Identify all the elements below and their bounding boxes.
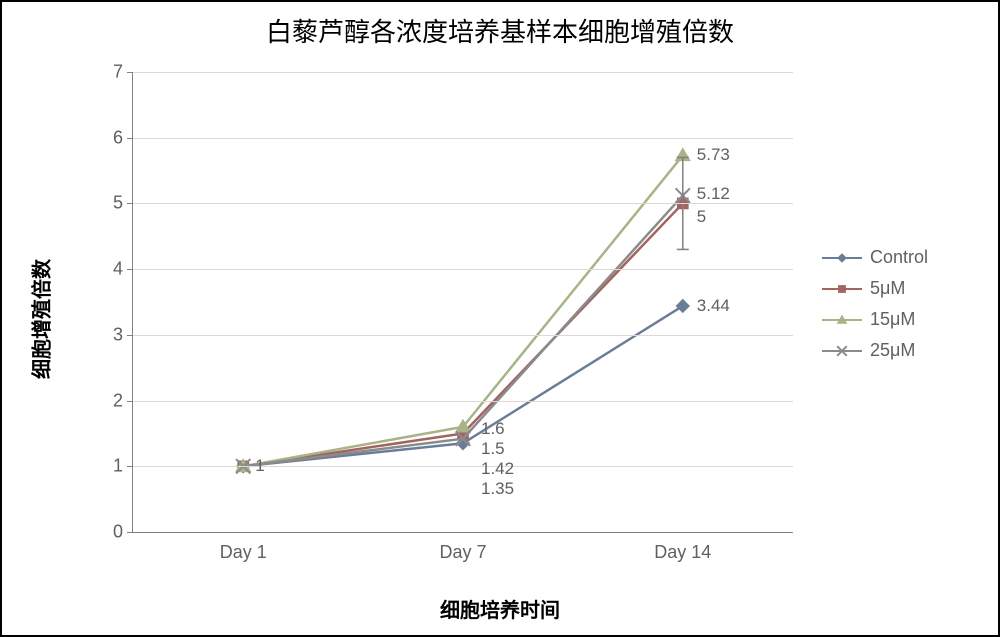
legend-swatch	[822, 350, 862, 352]
y-tick-label: 4	[113, 259, 123, 280]
data-label: 1.35	[481, 479, 514, 499]
square-marker	[457, 428, 469, 440]
y-tick-mark	[127, 532, 133, 533]
y-axis-title: 细胞增殖倍数	[26, 259, 55, 379]
x-tick-label: Day 7	[439, 542, 486, 563]
legend: Control 5μM 15μM 25μM	[822, 237, 982, 371]
series-line	[243, 306, 683, 466]
legend-label: 25μM	[870, 340, 915, 361]
square-marker	[838, 285, 846, 293]
x-axis-title: 细胞培养时间	[440, 594, 560, 623]
gridline	[133, 335, 793, 336]
gridline	[133, 466, 793, 467]
gridline	[133, 401, 793, 402]
y-tick-mark	[127, 203, 133, 204]
data-label: 1.6	[481, 419, 505, 439]
data-label: 5	[697, 207, 706, 227]
data-label: 3.44	[697, 296, 730, 316]
y-tick-label: 6	[113, 127, 123, 148]
diamond-marker	[676, 299, 690, 313]
plot-area: 01234567Day 1Day 7Day 1411.61.51.421.355…	[132, 72, 793, 533]
legend-swatch	[822, 257, 862, 259]
series-line	[243, 196, 683, 467]
data-label: 1	[255, 456, 264, 476]
legend-label: 15μM	[870, 309, 915, 330]
y-tick-label: 5	[113, 193, 123, 214]
y-tick-label: 1	[113, 456, 123, 477]
chart-container: 白藜芦醇各浓度培养基样本细胞增殖倍数 细胞增殖倍数 细胞培养时间 0 1 2 3 4 5 6…	[0, 0, 1000, 637]
legend-label: 5μM	[870, 278, 905, 299]
data-label: 5.73	[697, 145, 730, 165]
triangle-marker	[837, 314, 848, 323]
y-tick-mark	[127, 335, 133, 336]
gridline	[133, 269, 793, 270]
chart-title: 白藜芦醇各浓度培养基样本细胞增殖倍数	[2, 12, 998, 49]
series-line	[243, 155, 683, 466]
legend-item: Control	[822, 247, 982, 268]
triangle-marker	[455, 419, 471, 433]
chart-svg	[133, 72, 793, 532]
gridline	[133, 72, 793, 73]
y-tick-mark	[127, 138, 133, 139]
legend-item: 15μM	[822, 309, 982, 330]
triangle-marker	[675, 147, 691, 161]
x-marker	[676, 188, 690, 202]
legend-item: 5μM	[822, 278, 982, 299]
gridline	[133, 203, 793, 204]
data-label: 1.5	[481, 439, 505, 459]
x-marker	[837, 346, 847, 356]
triangle-marker	[235, 458, 251, 472]
data-label: 1.42	[481, 459, 514, 479]
y-tick-label: 2	[113, 390, 123, 411]
y-tick-mark	[127, 401, 133, 402]
y-tick-label: 7	[113, 62, 123, 83]
x-tick-label: Day 14	[654, 542, 711, 563]
y-tick-label: 0	[113, 522, 123, 543]
legend-swatch	[822, 288, 862, 290]
y-tick-label: 3	[113, 324, 123, 345]
y-tick-mark	[127, 269, 133, 270]
y-tick-mark	[127, 466, 133, 467]
gridline	[133, 138, 793, 139]
x-marker	[456, 431, 470, 445]
legend-item: 25μM	[822, 340, 982, 361]
diamond-marker	[837, 253, 847, 263]
y-tick-mark	[127, 72, 133, 73]
data-label: 5.12	[697, 184, 730, 204]
legend-swatch	[822, 319, 862, 321]
legend-label: Control	[870, 247, 928, 268]
x-tick-label: Day 1	[220, 542, 267, 563]
diamond-marker	[456, 436, 470, 450]
